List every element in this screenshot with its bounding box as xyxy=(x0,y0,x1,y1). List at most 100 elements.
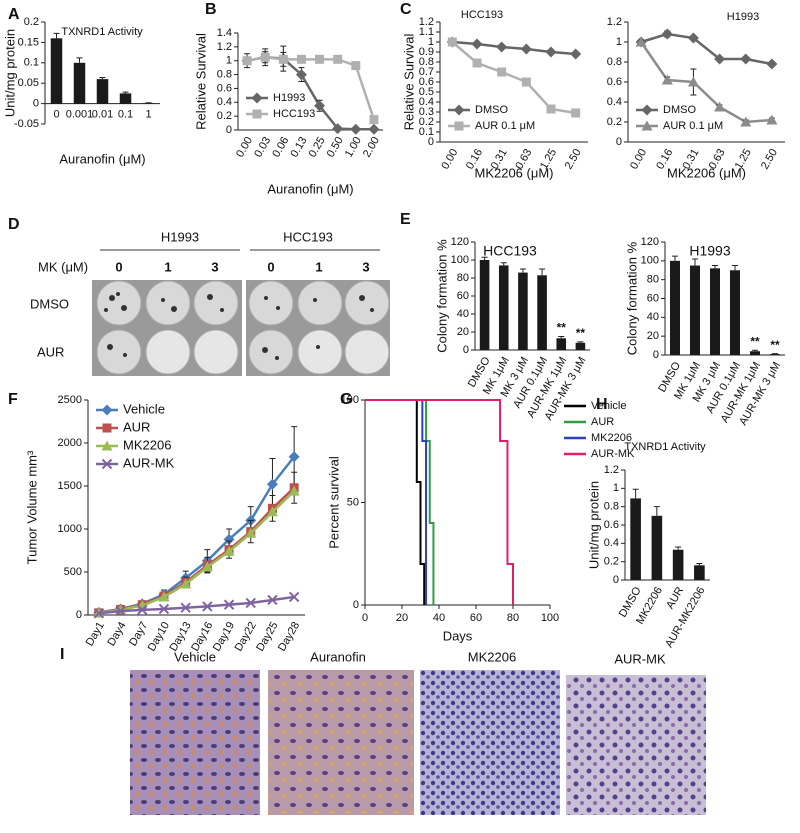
marker xyxy=(350,123,362,135)
y-tick-label: 500 xyxy=(64,566,82,578)
y-tick-label: 0.15 xyxy=(18,36,39,48)
marker xyxy=(714,53,726,65)
panel-letter: E xyxy=(400,211,411,228)
x-tick-label: Day1 xyxy=(84,620,107,648)
y-tick-label: 0.4 xyxy=(419,96,434,108)
x-tick-label: 80 xyxy=(507,612,519,624)
error-bar xyxy=(577,341,584,343)
group-label: H1993 xyxy=(161,229,199,244)
y-axis-title: Tumor Volume mm³ xyxy=(24,450,39,564)
marker xyxy=(115,605,126,617)
marker xyxy=(766,58,778,70)
plate xyxy=(145,329,191,375)
y-tick-label: 0.9 xyxy=(419,46,434,58)
x-tick-label: 0.01 xyxy=(92,109,113,121)
error-bar xyxy=(76,57,83,63)
row-label: DMSO xyxy=(30,296,69,311)
x-tick-label: 0.25 xyxy=(307,135,328,160)
series-line xyxy=(98,490,296,615)
chart-title: H1993 xyxy=(727,11,759,23)
x-tick-label: 0.06 xyxy=(270,135,291,160)
legend-label: AUR xyxy=(123,419,150,434)
y-tick-label: 0.6 xyxy=(419,76,434,88)
error-bar xyxy=(752,349,758,352)
marker xyxy=(252,109,262,119)
panel-letter: I xyxy=(60,646,64,663)
marker xyxy=(315,54,325,64)
x-tick-label: 0.00 xyxy=(628,147,649,172)
x-tick-label: 1.00 xyxy=(343,135,364,160)
bar xyxy=(672,549,684,580)
y-tick-label: 40 xyxy=(457,308,469,320)
marker xyxy=(295,69,307,81)
legend-label: Vehicle xyxy=(123,401,165,416)
error-bar xyxy=(696,563,703,566)
y-tick-label: 0.05 xyxy=(18,77,39,89)
y-tick-label: 80 xyxy=(457,272,469,284)
histology-panel: Vehicle Auranofin MK2206 AUR-MK xyxy=(130,649,706,815)
y-tick-label: 0.6 xyxy=(604,519,619,531)
y-tick-label: 0 xyxy=(653,349,659,361)
x-tick-label: 0.13 xyxy=(288,135,309,160)
y-tick-label: 0.4 xyxy=(607,96,622,108)
bar xyxy=(694,565,705,580)
y-tick-label: 0 xyxy=(613,574,619,586)
error-bar xyxy=(712,265,718,269)
error-bar xyxy=(558,336,565,339)
y-tick-label: 0.7 xyxy=(419,66,434,78)
x-tick-label: 0 xyxy=(362,612,368,624)
marker xyxy=(266,506,278,517)
y-tick-label: 0.3 xyxy=(419,106,434,118)
y-tick-label: 0.8 xyxy=(419,56,434,68)
marker xyxy=(101,458,113,470)
x-tick-label: 0.00 xyxy=(234,135,255,160)
y-tick-label: 0.4 xyxy=(217,96,232,108)
y-tick-label: 120 xyxy=(451,236,469,248)
marker xyxy=(447,37,457,47)
y-tick-label: 1500 xyxy=(58,480,82,492)
x-tick-label: 0.00 xyxy=(439,147,460,172)
panel-letter: B xyxy=(205,1,217,18)
y-tick-label: 0.8 xyxy=(604,501,619,513)
marker xyxy=(101,440,113,451)
series-line xyxy=(640,32,773,66)
histology-image xyxy=(566,675,706,815)
y-axis-title: Unit/mg protein xyxy=(586,481,601,569)
y-tick-label: 80 xyxy=(647,274,659,286)
x-tick-label: Day4 xyxy=(105,620,128,648)
bar xyxy=(518,272,528,350)
marker xyxy=(180,578,192,589)
y-axis-title: Colony formation % xyxy=(624,241,639,355)
chart-title: TXNRD1 Activity xyxy=(61,26,143,38)
y-axis-title: Percent survival xyxy=(326,456,341,549)
legend-label: AUR-MK xyxy=(123,455,175,470)
error-bar xyxy=(653,506,660,516)
panel-letters: A B C D E F G H I xyxy=(8,1,608,663)
dose: 3 xyxy=(362,259,369,274)
image-label: MK2206 xyxy=(468,649,516,664)
error-bar xyxy=(519,268,526,273)
y-tick-label: 1.2 xyxy=(607,16,622,28)
x-tick-label: 0.1 xyxy=(118,109,133,121)
legend-label: DMSO xyxy=(663,104,696,116)
plate xyxy=(193,280,239,326)
marker xyxy=(766,114,778,125)
x-tick-label: 0.03 xyxy=(252,135,273,160)
series-line xyxy=(640,41,773,124)
marker xyxy=(267,594,278,606)
y-tick-label: 50 xyxy=(347,496,359,508)
marker xyxy=(266,478,278,490)
y-tick-label: 0.8 xyxy=(607,56,622,68)
marker xyxy=(288,451,300,463)
x-tick-label: AUR xyxy=(664,585,686,611)
y-tick-label: 20 xyxy=(457,326,469,338)
significance: ** xyxy=(557,321,567,335)
y-tick-label: 0.8 xyxy=(217,68,232,80)
histology-image xyxy=(420,670,560,815)
x-tick-label: 1 xyxy=(145,109,151,121)
bar xyxy=(710,268,720,355)
error-bar xyxy=(99,76,106,80)
marker xyxy=(102,423,112,433)
chart-title: HCC193 xyxy=(483,243,537,259)
error-bar xyxy=(53,32,60,39)
